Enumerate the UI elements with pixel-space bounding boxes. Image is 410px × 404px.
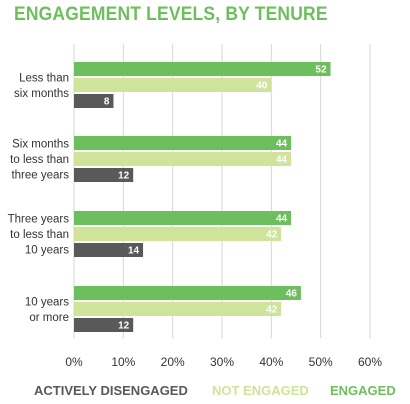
bar-disengaged	[74, 243, 144, 257]
category-label: Three years	[8, 214, 70, 226]
data-label: 12	[118, 321, 130, 332]
bar-engaged	[74, 136, 292, 150]
bar-engaged	[74, 286, 301, 300]
category-label: 10 years	[25, 296, 69, 308]
data-label: 46	[286, 289, 298, 300]
bar-not-engaged	[74, 152, 292, 166]
x-tick-label: 40%	[259, 355, 283, 369]
x-tick-label: 50%	[309, 355, 333, 369]
x-tick-label: 30%	[210, 355, 234, 369]
category-label: 10 years	[25, 245, 69, 257]
x-tick-label: 20%	[161, 355, 185, 369]
bar-engaged	[74, 211, 292, 225]
data-label: 42	[266, 305, 278, 316]
data-label: 52	[315, 65, 327, 76]
bar-disengaged	[74, 168, 134, 182]
category-label: six months	[14, 88, 69, 100]
bar-not-engaged	[74, 227, 282, 241]
data-label: 44	[276, 155, 288, 166]
data-label: 44	[276, 214, 288, 225]
data-label: 14	[128, 246, 140, 257]
data-label: 42	[266, 230, 278, 241]
bar-disengaged	[74, 94, 114, 108]
bar-not-engaged	[74, 78, 272, 92]
category-label: three years	[11, 170, 69, 182]
x-tick-label: 10%	[111, 355, 135, 369]
bar-engaged	[74, 62, 331, 76]
bar-not-engaged	[74, 302, 282, 316]
legend-engaged: ENGAGED	[330, 383, 396, 398]
chart-title: ENGAGEMENT LEVELS, BY TENURE	[14, 4, 328, 25]
bar-disengaged	[74, 318, 134, 332]
x-tick-label: 60%	[358, 355, 382, 369]
category-label: Six months	[12, 139, 69, 151]
legend-not-engaged: NOT ENGAGED	[212, 383, 309, 398]
data-label: 8	[104, 97, 110, 108]
legend-actively-disengaged: ACTIVELY DISENGAGED	[34, 383, 188, 398]
category-label: to less than	[10, 229, 69, 241]
bar-chart: 0% 10% 20% 30% 40% 50% 60% Less than six months 5…	[8, 44, 382, 369]
data-label: 44	[276, 139, 288, 150]
category-label: or more	[29, 312, 69, 324]
data-label: 40	[256, 81, 268, 92]
category-label: to less than	[10, 154, 69, 166]
data-label: 12	[118, 171, 130, 182]
x-tick-label: 0%	[65, 355, 83, 369]
legend: ACTIVELY DISENGAGED NOT ENGAGED ENGAGED	[0, 383, 410, 401]
category-label: Less than	[19, 72, 69, 84]
